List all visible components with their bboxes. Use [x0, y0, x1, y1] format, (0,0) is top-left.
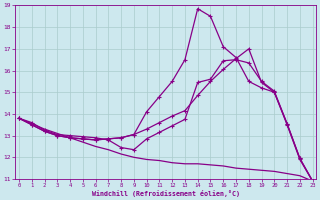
X-axis label: Windchill (Refroidissement éolien,°C): Windchill (Refroidissement éolien,°C): [92, 190, 240, 197]
